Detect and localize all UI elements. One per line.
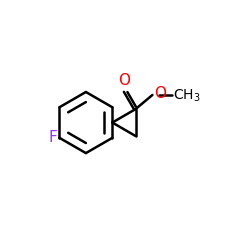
Text: CH$_3$: CH$_3$ [173, 88, 201, 104]
Text: O: O [154, 86, 166, 101]
Text: F: F [48, 130, 57, 145]
Text: O: O [118, 73, 130, 88]
